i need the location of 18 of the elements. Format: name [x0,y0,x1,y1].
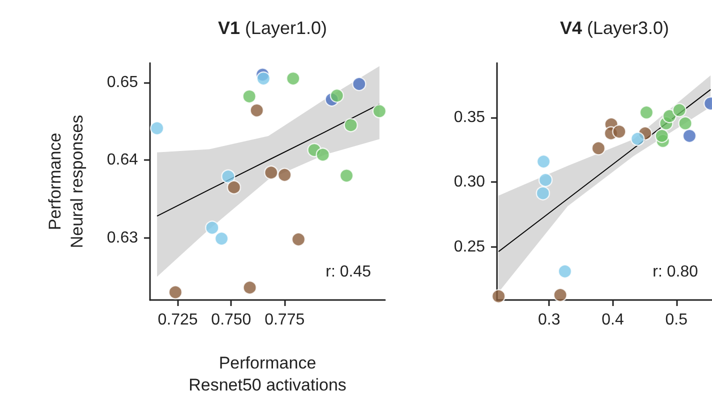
x-tick-label: 0.725 [158,312,198,328]
y-tick-label: 0.35 [454,108,486,126]
x-axis-title: Performance Resnet50 activations [188,354,346,394]
y-tick-label: 0.25 [454,238,486,256]
y-tick-label: 0.30 [454,174,486,191]
x-tick-label: 0.5 [665,312,688,328]
chart-title: V1 (Layer1.0) [218,18,328,38]
x-tick-label: 0.750 [211,312,252,328]
x-tick-label: 0.3 [538,312,560,328]
y-tick-label: 0.63 [106,229,138,246]
y-axis-title: Performance Neural responses [46,114,86,248]
chart-title: V4 (Layer3.0) [560,18,670,38]
y-tick-label: 0.65 [106,74,138,91]
annotation: r: 0.80 [652,264,698,280]
x-tick-label: 0.4 [602,312,624,328]
y-tick-label: 0.64 [106,152,138,169]
annotation: r: 0.45 [326,264,372,280]
x-tick-label: 0.775 [264,312,305,328]
